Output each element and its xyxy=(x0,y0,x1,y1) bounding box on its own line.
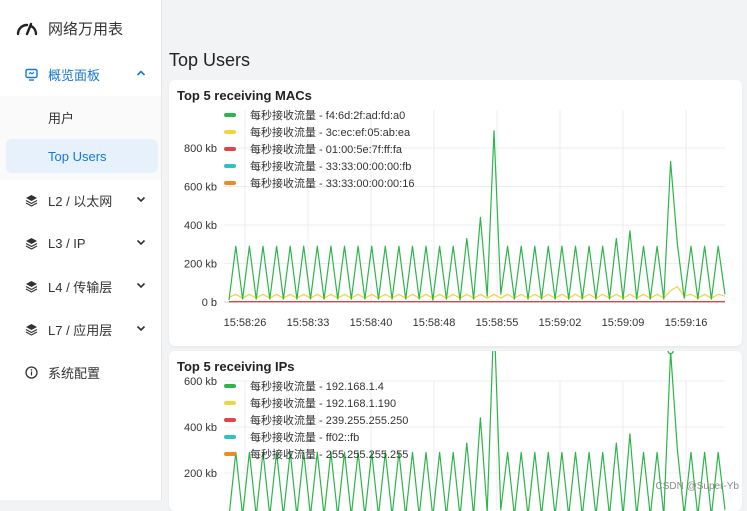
sidebar-item-overview[interactable]: 概览面板 xyxy=(0,56,162,92)
legend-entry[interactable]: 每秒接收流量 - 33:33:00:00:00:fb xyxy=(224,157,414,174)
legend-entry[interactable]: 每秒接收流量 - 3c:ec:ef:05:ab:ea xyxy=(224,124,414,141)
sidebar-item-l2[interactable]: L2 / 以太网 xyxy=(0,182,162,218)
legend-entry[interactable]: 每秒接收流量 - 192.168.1.190 xyxy=(224,395,408,412)
legend-label: 每秒接收流量 - 192.168.1.190 xyxy=(250,398,397,411)
top-bar xyxy=(162,0,747,44)
watermark: CSDN @Super-Yb xyxy=(655,481,739,492)
layers-icon xyxy=(24,279,38,293)
sidebar-subitem-users[interactable]: 用户 xyxy=(6,100,158,134)
x-tick-label: 15:58:26 xyxy=(224,317,267,329)
legend-swatch xyxy=(224,401,236,406)
y-tick-label: 600 kb xyxy=(184,376,217,388)
legend-label: 每秒接收流量 - 33:33:00:00:00:fb xyxy=(250,160,412,173)
chevron-down-icon xyxy=(136,282,146,289)
chart-legend: 每秒接收流量 - 192.168.1.4 每秒接收流量 - 192.168.1.1… xyxy=(224,378,408,462)
sidebar-subitem-label: 用户 xyxy=(48,110,75,126)
legend-swatch xyxy=(224,451,236,456)
sidebar-item-l3[interactable]: L3 / IP xyxy=(0,225,162,261)
x-tick-label: 15:58:40 xyxy=(350,317,393,329)
legend-entry[interactable]: 每秒接收流量 - ff02::fb xyxy=(224,428,408,445)
legend-entry[interactable]: 每秒接收流量 - 239.255.255.250 xyxy=(224,412,408,429)
chart-title: Top 5 receiving IPs xyxy=(177,359,295,374)
legend-entry[interactable]: 每秒接收流量 - 01:00:5e:7f:ff:fa xyxy=(224,141,414,158)
legend-swatch xyxy=(224,146,236,151)
page-title: Top Users xyxy=(169,50,251,70)
ip-chart-card: Top 5 receiving IPs 200 kb 400 kb 600 kb 每… xyxy=(169,351,742,511)
x-tick-label: 15:58:33 xyxy=(287,317,330,329)
sidebar-item-label: 概览面板 xyxy=(48,67,101,83)
chart-legend: 每秒接收流量 - f4:6d:2f:ad:fd:a0 每秒接收流量 - 3c:ec… xyxy=(224,107,414,191)
sidebar-item-settings[interactable]: 系统配置 xyxy=(0,354,162,390)
x-tick-label: 15:59:09 xyxy=(602,317,645,329)
y-tick-label: 800 kb xyxy=(184,143,217,155)
series-line xyxy=(228,286,726,299)
legend-entry[interactable]: 每秒接收流量 - 255.255.255.255 xyxy=(224,445,408,462)
sidebar-item-label: L3 / IP xyxy=(48,235,86,251)
legend-swatch xyxy=(224,384,236,389)
y-tick-label: 400 kb xyxy=(184,220,217,232)
sidebar-subitem-label: Top Users xyxy=(48,148,107,164)
legend-label: 每秒接收流量 - ff02::fb xyxy=(250,431,360,444)
legend-entry[interactable]: 每秒接收流量 - 33:33:00:00:00:16 xyxy=(224,174,414,191)
legend-label: 每秒接收流量 - 255.255.255.255 xyxy=(250,448,409,461)
legend-swatch xyxy=(224,434,236,439)
gauge-logo-icon xyxy=(16,22,38,36)
y-tick-label: 200 kb xyxy=(184,468,217,480)
legend-swatch xyxy=(224,113,236,118)
chevron-down-icon xyxy=(136,325,146,332)
legend-entry[interactable]: 每秒接收流量 - 192.168.1.4 xyxy=(224,378,408,395)
legend-swatch xyxy=(224,163,236,168)
layers-icon xyxy=(24,193,38,207)
legend-label: 每秒接收流量 - 192.168.1.4 xyxy=(250,381,384,394)
series-line xyxy=(228,130,726,301)
legend-swatch xyxy=(224,130,236,135)
y-tick-label: 400 kb xyxy=(184,422,217,434)
chevron-up-icon xyxy=(136,70,146,76)
sidebar-item-l4[interactable]: L4 / 传输层 xyxy=(0,268,162,304)
legend-label: 每秒接收流量 - 33:33:00:00:00:16 xyxy=(250,177,415,190)
legend-label: 每秒接收流量 - f4:6d:2f:ad:fd:a0 xyxy=(250,110,406,123)
legend-swatch xyxy=(224,180,236,185)
x-tick-label: 15:59:02 xyxy=(539,317,582,329)
y-tick-label: 200 kb xyxy=(184,259,217,271)
y-tick-label: 0 b xyxy=(202,297,217,309)
chevron-down-icon xyxy=(136,196,146,203)
mac-chart: 0 b 200 kb 400 kb 600 kb 800 kb 15:58:26 15:58… xyxy=(184,110,726,329)
chevron-down-icon xyxy=(136,239,146,246)
dashboard-icon xyxy=(24,67,38,81)
legend-label: 每秒接收流量 - 3c:ec:ef:05:ab:ea xyxy=(250,127,411,140)
sidebar-item-label: L2 / 以太网 xyxy=(48,193,113,209)
layers-icon xyxy=(24,236,38,250)
ip-chart: 200 kb 400 kb 600 kb xyxy=(184,351,726,511)
layers-icon xyxy=(24,322,38,336)
app-title: 网络万用表 xyxy=(48,20,124,38)
sidebar-item-l7[interactable]: L7 / 应用层 xyxy=(0,311,162,347)
y-tick-label: 600 kb xyxy=(184,182,217,194)
x-tick-label: 15:58:55 xyxy=(476,317,519,329)
sidebar-subitem-top-users[interactable]: Top Users xyxy=(6,139,158,173)
brand[interactable]: 网络万用表 xyxy=(16,14,123,42)
x-tick-label: 15:58:48 xyxy=(413,317,456,329)
sidebar-item-label: L7 / 应用层 xyxy=(48,322,113,338)
legend-swatch xyxy=(224,417,236,422)
sidebar: 网络万用表 概览面板 用户 Top Users L2 / 以太网 L3 / IP… xyxy=(0,0,162,500)
legend-entry[interactable]: 每秒接收流量 - f4:6d:2f:ad:fd:a0 xyxy=(224,107,414,124)
info-circle-icon xyxy=(24,365,38,379)
legend-label: 每秒接收流量 - 239.255.255.250 xyxy=(250,414,409,427)
sidebar-item-label: L4 / 传输层 xyxy=(48,279,113,295)
legend-label: 每秒接收流量 - 01:00:5e:7f:ff:fa xyxy=(250,143,403,156)
x-tick-label: 15:59:16 xyxy=(665,317,708,329)
mac-chart-card: Top 5 receiving MACs 0 b 200 kb 400 kb 600 … xyxy=(169,80,742,346)
chart-title: Top 5 receiving MACs xyxy=(177,88,312,103)
sidebar-item-label: 系统配置 xyxy=(48,365,101,381)
data-point xyxy=(667,351,674,355)
